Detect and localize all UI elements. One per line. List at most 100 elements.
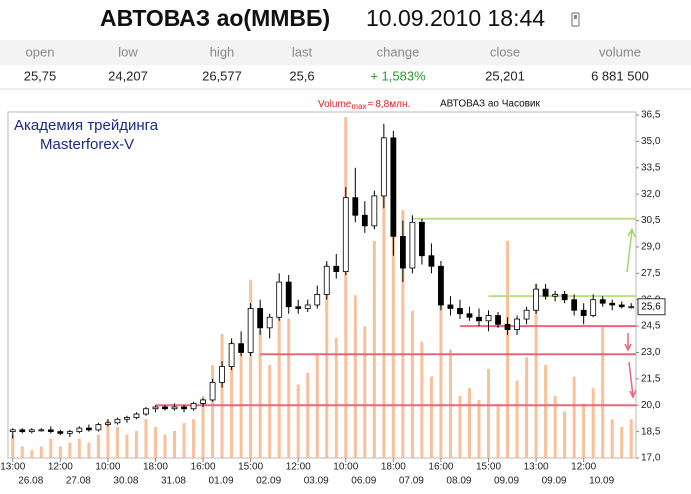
candle-body — [314, 294, 321, 306]
volume-bar — [563, 411, 567, 458]
volume-bar — [58, 446, 62, 458]
candle-body — [304, 304, 311, 309]
candle-body — [190, 403, 197, 410]
volume-bar — [30, 450, 34, 458]
candle-body — [504, 323, 511, 330]
volume-bar — [125, 434, 129, 458]
volume-bar — [77, 438, 81, 458]
candle-body — [409, 221, 416, 269]
volume-bar — [230, 341, 234, 458]
volume-bar — [363, 326, 367, 458]
y-tick-label: 29,0 — [641, 242, 661, 253]
x-date-label: 09.09 — [542, 476, 567, 487]
x-date-label: 27.08 — [66, 476, 91, 487]
y-tick-label: 24,5 — [641, 321, 661, 332]
caption-part: max — [351, 102, 366, 111]
volume-bar — [163, 434, 167, 458]
x-date-label: 09.09 — [494, 476, 519, 487]
x-date-label: 31.08 — [161, 476, 186, 487]
candle-body — [542, 288, 549, 297]
volume-bar — [268, 365, 272, 458]
volume-bar — [382, 144, 386, 458]
candle-body — [380, 137, 387, 197]
candle-body — [495, 315, 501, 325]
x-date-label: 06.09 — [351, 476, 376, 487]
y-tick-label: 36,5 — [641, 110, 661, 121]
arrow-down — [628, 361, 634, 397]
x-tick-label: 18:00 — [143, 462, 168, 473]
phone-screen — [574, 15, 577, 19]
volume-bar — [534, 283, 538, 458]
x-tick-label: 13:00 — [524, 462, 549, 473]
y-tick-label: 21,5 — [641, 373, 661, 384]
watermark: Masterforex-V — [40, 136, 134, 153]
candle-body — [28, 429, 35, 433]
candle-body — [580, 309, 587, 316]
volume-bar — [39, 446, 43, 458]
candle-body — [171, 406, 178, 410]
table-column-label: low — [118, 44, 138, 59]
volume-bar — [306, 372, 310, 458]
x-tick-label: 16:00 — [428, 462, 453, 473]
candle-body — [76, 427, 83, 433]
volume-bar — [544, 365, 548, 458]
volume-bar — [487, 368, 491, 458]
x-date-label: 01.09 — [209, 476, 234, 487]
candle-body — [485, 315, 492, 322]
volume-bar — [525, 357, 529, 458]
candle-body — [114, 418, 121, 424]
candle-body — [9, 429, 16, 433]
candle-body — [276, 281, 283, 318]
volume-bar — [496, 403, 500, 458]
candle-body — [38, 429, 45, 432]
table-value: 25,201 — [485, 68, 525, 83]
last-price-box — [637, 298, 666, 316]
x-date-label: 26.08 — [18, 476, 43, 487]
candle-body — [266, 316, 273, 329]
candle-body — [133, 413, 140, 418]
volume-bar — [287, 318, 291, 458]
x-tick-label: 10:00 — [95, 462, 120, 473]
candle-body — [419, 221, 425, 257]
volume-bar — [296, 384, 300, 458]
candle-body — [124, 417, 130, 420]
volume-bar — [477, 399, 481, 458]
candle-body — [85, 427, 92, 431]
volume-bar — [506, 241, 510, 458]
candle-body — [257, 308, 264, 329]
volume-bar — [211, 365, 215, 458]
volume-bar — [391, 175, 395, 458]
table-value: 25,75 — [24, 68, 57, 83]
y-tick-label: 27,5 — [641, 268, 661, 279]
caption-part: Volume — [318, 99, 352, 110]
candle-body — [247, 308, 254, 353]
volume-bar — [153, 427, 157, 458]
candle-body — [438, 265, 444, 306]
volume-bar — [192, 419, 196, 458]
x-tick-label: 16:00 — [191, 462, 216, 473]
volume-bar — [201, 396, 205, 458]
candle-body — [352, 197, 359, 216]
x-date-label: 30.08 — [113, 476, 138, 487]
volume-bar — [410, 310, 414, 458]
volume-bar — [144, 419, 148, 458]
volume-bar — [106, 419, 110, 458]
candle-body — [219, 366, 225, 383]
table-column-label: change — [377, 44, 420, 59]
volume-bar — [620, 427, 624, 458]
candle-body — [19, 429, 26, 433]
candle-body — [390, 137, 397, 237]
x-date-label: 07.09 — [399, 476, 424, 487]
candle-body — [514, 318, 520, 330]
volume-bar — [353, 295, 357, 458]
candle-body — [371, 195, 378, 227]
candle-body — [105, 422, 111, 425]
table-column-label: volume — [599, 44, 641, 59]
table-header-bg — [0, 40, 691, 65]
candle-body — [323, 265, 330, 295]
y-tick-label: 33,5 — [641, 162, 661, 173]
candle-body — [152, 406, 159, 410]
candle-body — [66, 431, 73, 434]
candle-body — [238, 343, 245, 353]
